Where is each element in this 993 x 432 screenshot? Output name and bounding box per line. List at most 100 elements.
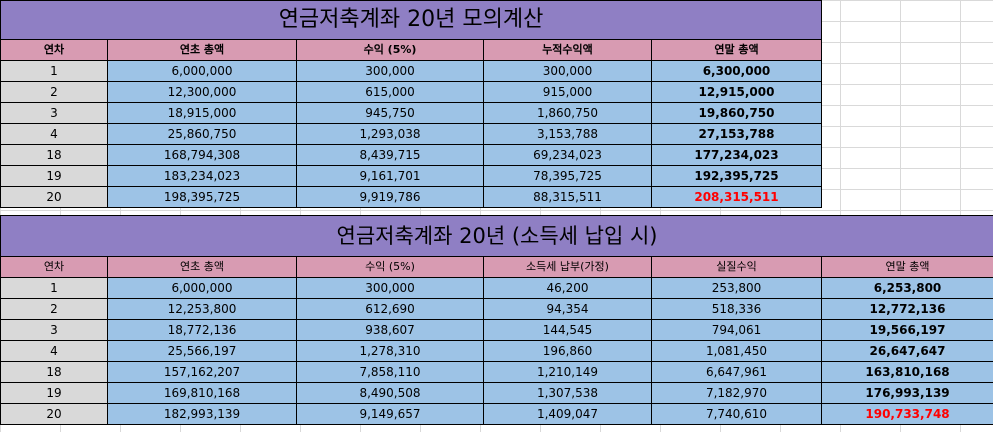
table2-value-cell[interactable]: 7,740,610 — [651, 403, 822, 425]
table-row: 4 25,860,750 1,293,038 3,153,788 27,153,788 — [0, 123, 822, 145]
table2-value-cell[interactable]: 176,993,139 — [820, 382, 993, 404]
table1-value-cell[interactable]: 3,153,788 — [483, 123, 652, 145]
table2-value-cell[interactable]: 163,810,168 — [820, 361, 993, 383]
table1-value-cell[interactable]: 19,860,750 — [651, 102, 822, 124]
table-row: 19 183,234,023 9,161,701 78,395,725 192,395,… — [0, 165, 822, 187]
table2-value-cell[interactable]: 1,307,538 — [483, 382, 652, 404]
table1-value-cell[interactable]: 69,234,023 — [483, 144, 652, 166]
table1-value-cell[interactable]: 615,000 — [296, 81, 484, 103]
table1-year-cell[interactable]: 1 — [0, 60, 108, 82]
table1-value-cell[interactable]: 1,293,038 — [296, 123, 484, 145]
table1-year-cell[interactable]: 4 — [0, 123, 108, 145]
table1-header-cell[interactable]: 연초 총액 — [107, 39, 297, 61]
table2-value-cell[interactable]: 612,690 — [296, 298, 484, 320]
table2-header-cell[interactable]: 수익 (5%) — [296, 256, 484, 278]
table2-value-cell[interactable]: 1,278,310 — [296, 340, 484, 362]
table2-value-cell[interactable]: 26,647,647 — [820, 340, 993, 362]
table2-value-cell[interactable]: 7,182,970 — [651, 382, 822, 404]
table1-value-cell[interactable]: 12,915,000 — [651, 81, 822, 103]
table2-value-cell[interactable]: 12,772,136 — [820, 298, 993, 320]
table1-year-cell[interactable]: 20 — [0, 186, 108, 208]
table1-header-cell[interactable]: 연차 — [0, 39, 108, 61]
table1-year-cell[interactable]: 2 — [0, 81, 108, 103]
table2-value-cell[interactable]: 253,800 — [651, 277, 822, 299]
pension-simulation-table: 연금저축계좌 20년 모의계산 연차 연초 총액 수익 (5%) 누적수익액 연말 총액… — [0, 0, 822, 208]
table1-value-cell[interactable]: 300,000 — [483, 60, 652, 82]
table1-value-cell[interactable]: 945,750 — [296, 102, 484, 124]
table1-year-cell[interactable]: 3 — [0, 102, 108, 124]
table2-value-cell[interactable]: 196,860 — [483, 340, 652, 362]
table1-value-cell[interactable]: 88,315,511 — [483, 186, 652, 208]
table-row: 20 182,993,139 9,149,657 1,409,047 7,740,610… — [0, 403, 993, 425]
table1-value-cell[interactable]: 1,860,750 — [483, 102, 652, 124]
table2-year-cell[interactable]: 4 — [0, 340, 108, 362]
table2-header-cell[interactable]: 연초 총액 — [107, 256, 297, 278]
table1-value-cell[interactable]: 915,000 — [483, 81, 652, 103]
table1-value-cell[interactable]: 8,439,715 — [296, 144, 484, 166]
table-row: 18 168,794,308 8,439,715 69,234,023 177,234,… — [0, 144, 822, 166]
table2-value-cell[interactable]: 46,200 — [483, 277, 652, 299]
table1-value-cell[interactable]: 78,395,725 — [483, 165, 652, 187]
table-row: 1 6,000,000 300,000 46,200 253,800 6,253,800 — [0, 277, 993, 299]
table2-value-cell[interactable]: 938,607 — [296, 319, 484, 341]
table1-value-cell[interactable]: 6,300,000 — [651, 60, 822, 82]
table1-year-cell[interactable]: 19 — [0, 165, 108, 187]
table1-value-cell[interactable]: 9,919,786 — [296, 186, 484, 208]
table2-value-cell[interactable]: 190,733,748 — [820, 403, 993, 425]
table2-value-cell[interactable]: 518,336 — [651, 298, 822, 320]
table1-value-cell[interactable]: 183,234,023 — [107, 165, 297, 187]
table2-value-cell[interactable]: 25,566,197 — [107, 340, 297, 362]
table-row: 2 12,253,800 612,690 94,354 518,336 12,772,13… — [0, 298, 993, 320]
table1-value-cell[interactable]: 27,153,788 — [651, 123, 822, 145]
table1-value-cell[interactable]: 300,000 — [296, 60, 484, 82]
table2-value-cell[interactable]: 94,354 — [483, 298, 652, 320]
table2-value-cell[interactable]: 12,253,800 — [107, 298, 297, 320]
table1-header-cell[interactable]: 누적수익액 — [483, 39, 652, 61]
table1-value-cell[interactable]: 192,395,725 — [651, 165, 822, 187]
table2-year-cell[interactable]: 18 — [0, 361, 108, 383]
table2-value-cell[interactable]: 6,647,961 — [651, 361, 822, 383]
table2-value-cell[interactable]: 144,545 — [483, 319, 652, 341]
table1-value-cell[interactable]: 168,794,308 — [107, 144, 297, 166]
table2-value-cell[interactable]: 169,810,168 — [107, 382, 297, 404]
table1-value-cell[interactable]: 208,315,511 — [651, 186, 822, 208]
table1-value-cell[interactable]: 198,395,725 — [107, 186, 297, 208]
table2-header-cell[interactable]: 실질수익 — [651, 256, 822, 278]
table1-value-cell[interactable]: 18,915,000 — [107, 102, 297, 124]
table-row: 2 12,300,000 615,000 915,000 12,915,000 — [0, 81, 822, 103]
table1-value-cell[interactable]: 12,300,000 — [107, 81, 297, 103]
table-row: 3 18,915,000 945,750 1,860,750 19,860,750 — [0, 102, 822, 124]
table2-year-cell[interactable]: 20 — [0, 403, 108, 425]
table2-value-cell[interactable]: 18,772,136 — [107, 319, 297, 341]
table1-title[interactable]: 연금저축계좌 20년 모의계산 — [0, 0, 822, 40]
table2-value-cell[interactable]: 182,993,139 — [107, 403, 297, 425]
table1-value-cell[interactable]: 177,234,023 — [651, 144, 822, 166]
table2-value-cell[interactable]: 157,162,207 — [107, 361, 297, 383]
table2-value-cell[interactable]: 8,490,508 — [296, 382, 484, 404]
table2-value-cell[interactable]: 6,253,800 — [820, 277, 993, 299]
table1-value-cell[interactable]: 25,860,750 — [107, 123, 297, 145]
table2-value-cell[interactable]: 1,081,450 — [651, 340, 822, 362]
table2-title[interactable]: 연금저축계좌 20년 (소득세 납입 시) — [0, 215, 993, 257]
table1-value-cell[interactable]: 9,161,701 — [296, 165, 484, 187]
table1-year-cell[interactable]: 18 — [0, 144, 108, 166]
table2-value-cell[interactable]: 1,409,047 — [483, 403, 652, 425]
table1-header-cell[interactable]: 연말 총액 — [651, 39, 822, 61]
table2-value-cell[interactable]: 6,000,000 — [107, 277, 297, 299]
table2-value-cell[interactable]: 7,858,110 — [296, 361, 484, 383]
table2-header-cell[interactable]: 소득세 납부(가정) — [483, 256, 652, 278]
table2-value-cell[interactable]: 9,149,657 — [296, 403, 484, 425]
table2-value-cell[interactable]: 300,000 — [296, 277, 484, 299]
table1-value-cell[interactable]: 6,000,000 — [107, 60, 297, 82]
table2-year-cell[interactable]: 19 — [0, 382, 108, 404]
table1-header-cell[interactable]: 수익 (5%) — [296, 39, 484, 61]
table2-year-cell[interactable]: 2 — [0, 298, 108, 320]
table2-header-cell[interactable]: 연차 — [0, 256, 108, 278]
table2-year-cell[interactable]: 3 — [0, 319, 108, 341]
table2-value-cell[interactable]: 1,210,149 — [483, 361, 652, 383]
pension-tax-table: 연금저축계좌 20년 (소득세 납입 시) 연차 연초 총액 수익 (5%) 소득세 … — [0, 215, 993, 425]
table2-value-cell[interactable]: 19,566,197 — [820, 319, 993, 341]
table2-year-cell[interactable]: 1 — [0, 277, 108, 299]
table2-value-cell[interactable]: 794,061 — [651, 319, 822, 341]
table2-header-cell[interactable]: 연말 총액 — [820, 256, 993, 278]
